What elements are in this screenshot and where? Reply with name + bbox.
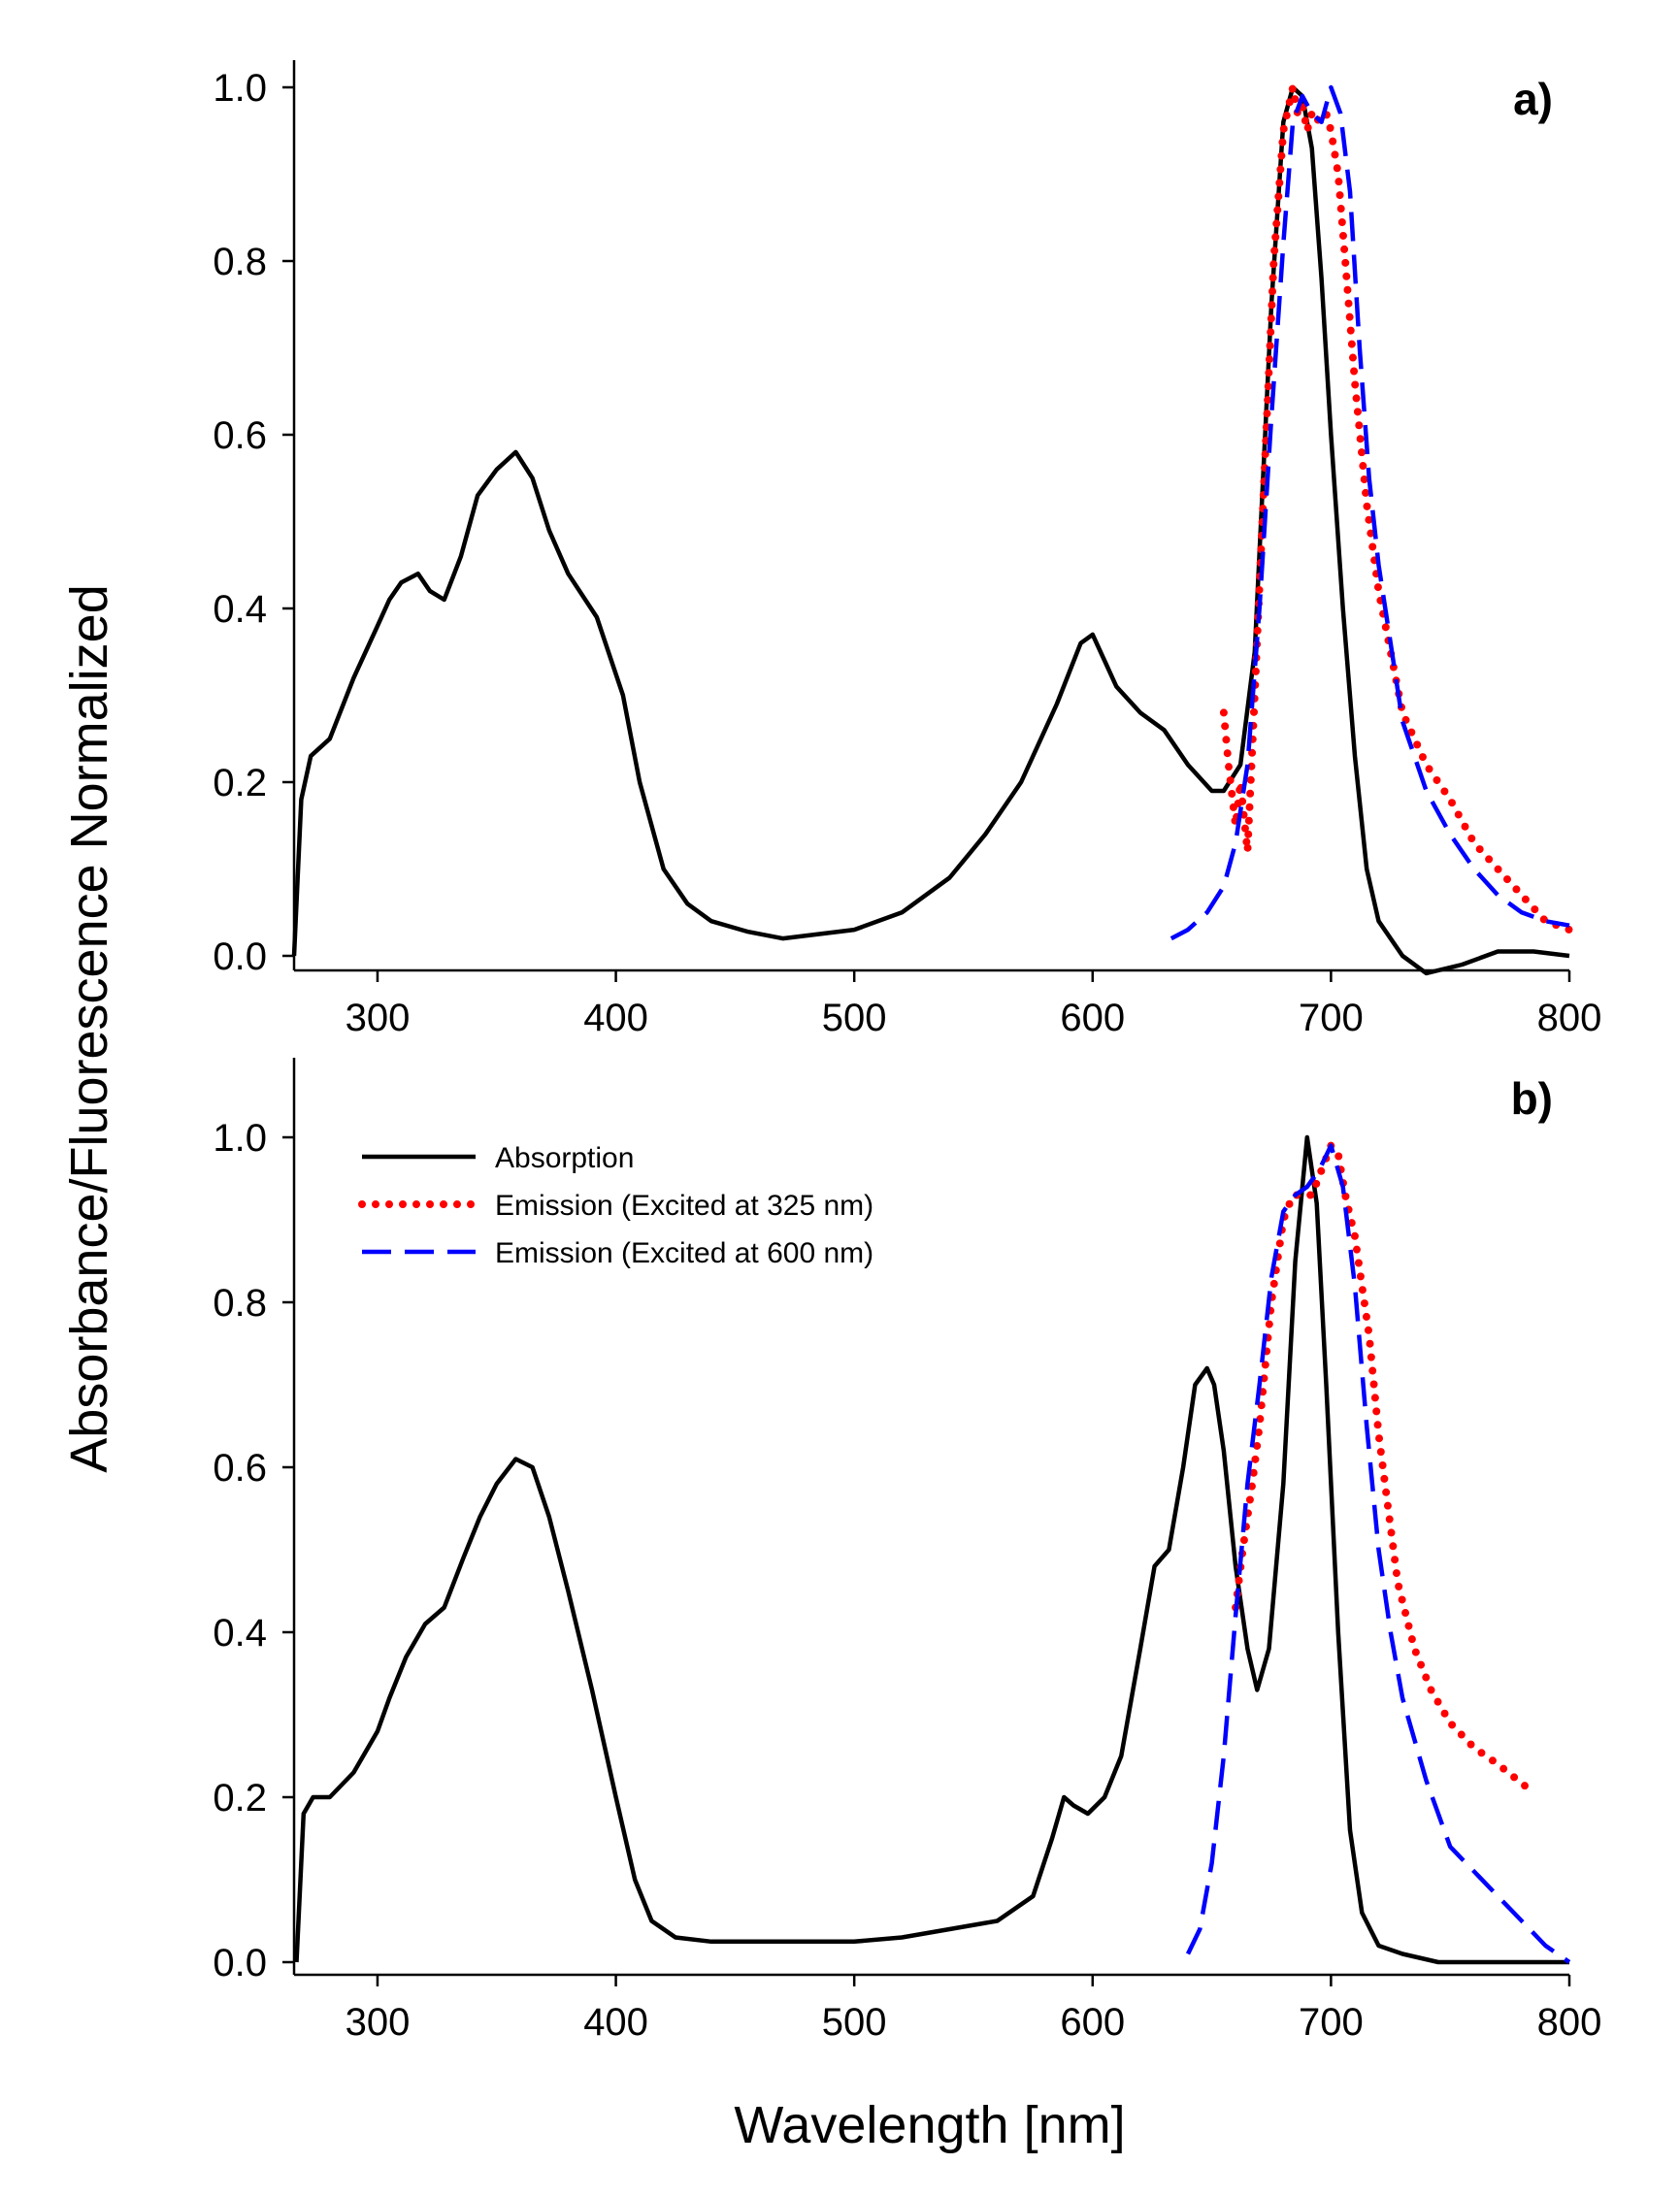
panel-a-x-tick-label: 800 [1537, 997, 1602, 1039]
x-axis-title: Wavelength [nm] [734, 2096, 1125, 2154]
panel-a-y-tick-label: 0.8 [213, 241, 267, 283]
panel-a-x-tick-label: 400 [583, 997, 648, 1039]
panel-b-x-tick-label: 400 [583, 2001, 648, 2044]
panel-b-series [294, 1134, 1571, 1965]
panel-a-series-emission-excited-at-600-nm [1169, 84, 1570, 941]
panel-a-x-tick-label: 300 [346, 997, 411, 1039]
panel-a-y-tick-label: 0.2 [213, 762, 267, 804]
panel-b-x-tick-label: 800 [1537, 2001, 1602, 2044]
panel-b-y-tick-label: 0.4 [213, 1612, 267, 1655]
panel-b-x-tick-label: 600 [1060, 2001, 1125, 2044]
panel-b-y-tick-label: 1.0 [213, 1117, 267, 1160]
panel-a-x-tick-label: 600 [1060, 997, 1125, 1039]
panel-a-series-absorption [291, 84, 1570, 976]
panel-a-chart: 300 400 500 600 700 800 0.0 0.2 0.4 0.6 0.8 1.0 a) [213, 60, 1601, 1039]
legend-label-emission-325: Emission (Excited at 325 nm) [495, 1190, 873, 1222]
panel-b-series-emission-excited-at-600-nm [1185, 1143, 1571, 1964]
panel-b-y-tick-label: 0.8 [213, 1282, 267, 1325]
panel-b-x-tick-label: 700 [1299, 2001, 1364, 2044]
panel-a-y-tick-label: 0.0 [213, 935, 267, 978]
y-axis-title: Absorbance/Fluorescence Normalized [60, 584, 118, 1472]
panel-a-x-tick-label: 700 [1299, 997, 1364, 1039]
panel-a-ticks: 300 400 500 600 700 800 0.0 0.2 0.4 0.6 0.8 1.0 [213, 67, 1601, 1039]
panel-b-y-tick-label: 0.2 [213, 1777, 267, 1820]
panel-b-y-tick-label: 0.6 [213, 1447, 267, 1490]
panel-b-label: b) [1511, 1073, 1553, 1124]
panel-b-y-tick-label: 0.0 [213, 1942, 267, 1984]
panel-b-series-absorption [294, 1134, 1569, 1965]
legend-label-emission-600: Emission (Excited at 600 nm) [495, 1237, 873, 1269]
legend-label-absorption: Absorption [495, 1142, 634, 1174]
panel-a-label: a) [1513, 74, 1553, 124]
panel-a-y-tick-label: 0.6 [213, 414, 267, 457]
panel-a-y-tick-label: 1.0 [213, 67, 267, 110]
panel-b-ticks: 300 400 500 600 700 800 0.0 0.2 0.4 0.6 0.8 1.0 [213, 1117, 1601, 2044]
panel-b-series-emission-excited-at-325-nm [1232, 1141, 1533, 1793]
legend: Absorption Emission (Excited at 325 nm) … [358, 1142, 873, 1269]
panel-b-x-tick-label: 300 [346, 2001, 411, 2044]
panel-a-series [291, 83, 1573, 976]
panel-a-y-tick-label: 0.4 [213, 588, 267, 631]
panel-b-x-tick-label: 500 [822, 2001, 887, 2044]
panel-a-x-tick-label: 500 [822, 997, 887, 1039]
